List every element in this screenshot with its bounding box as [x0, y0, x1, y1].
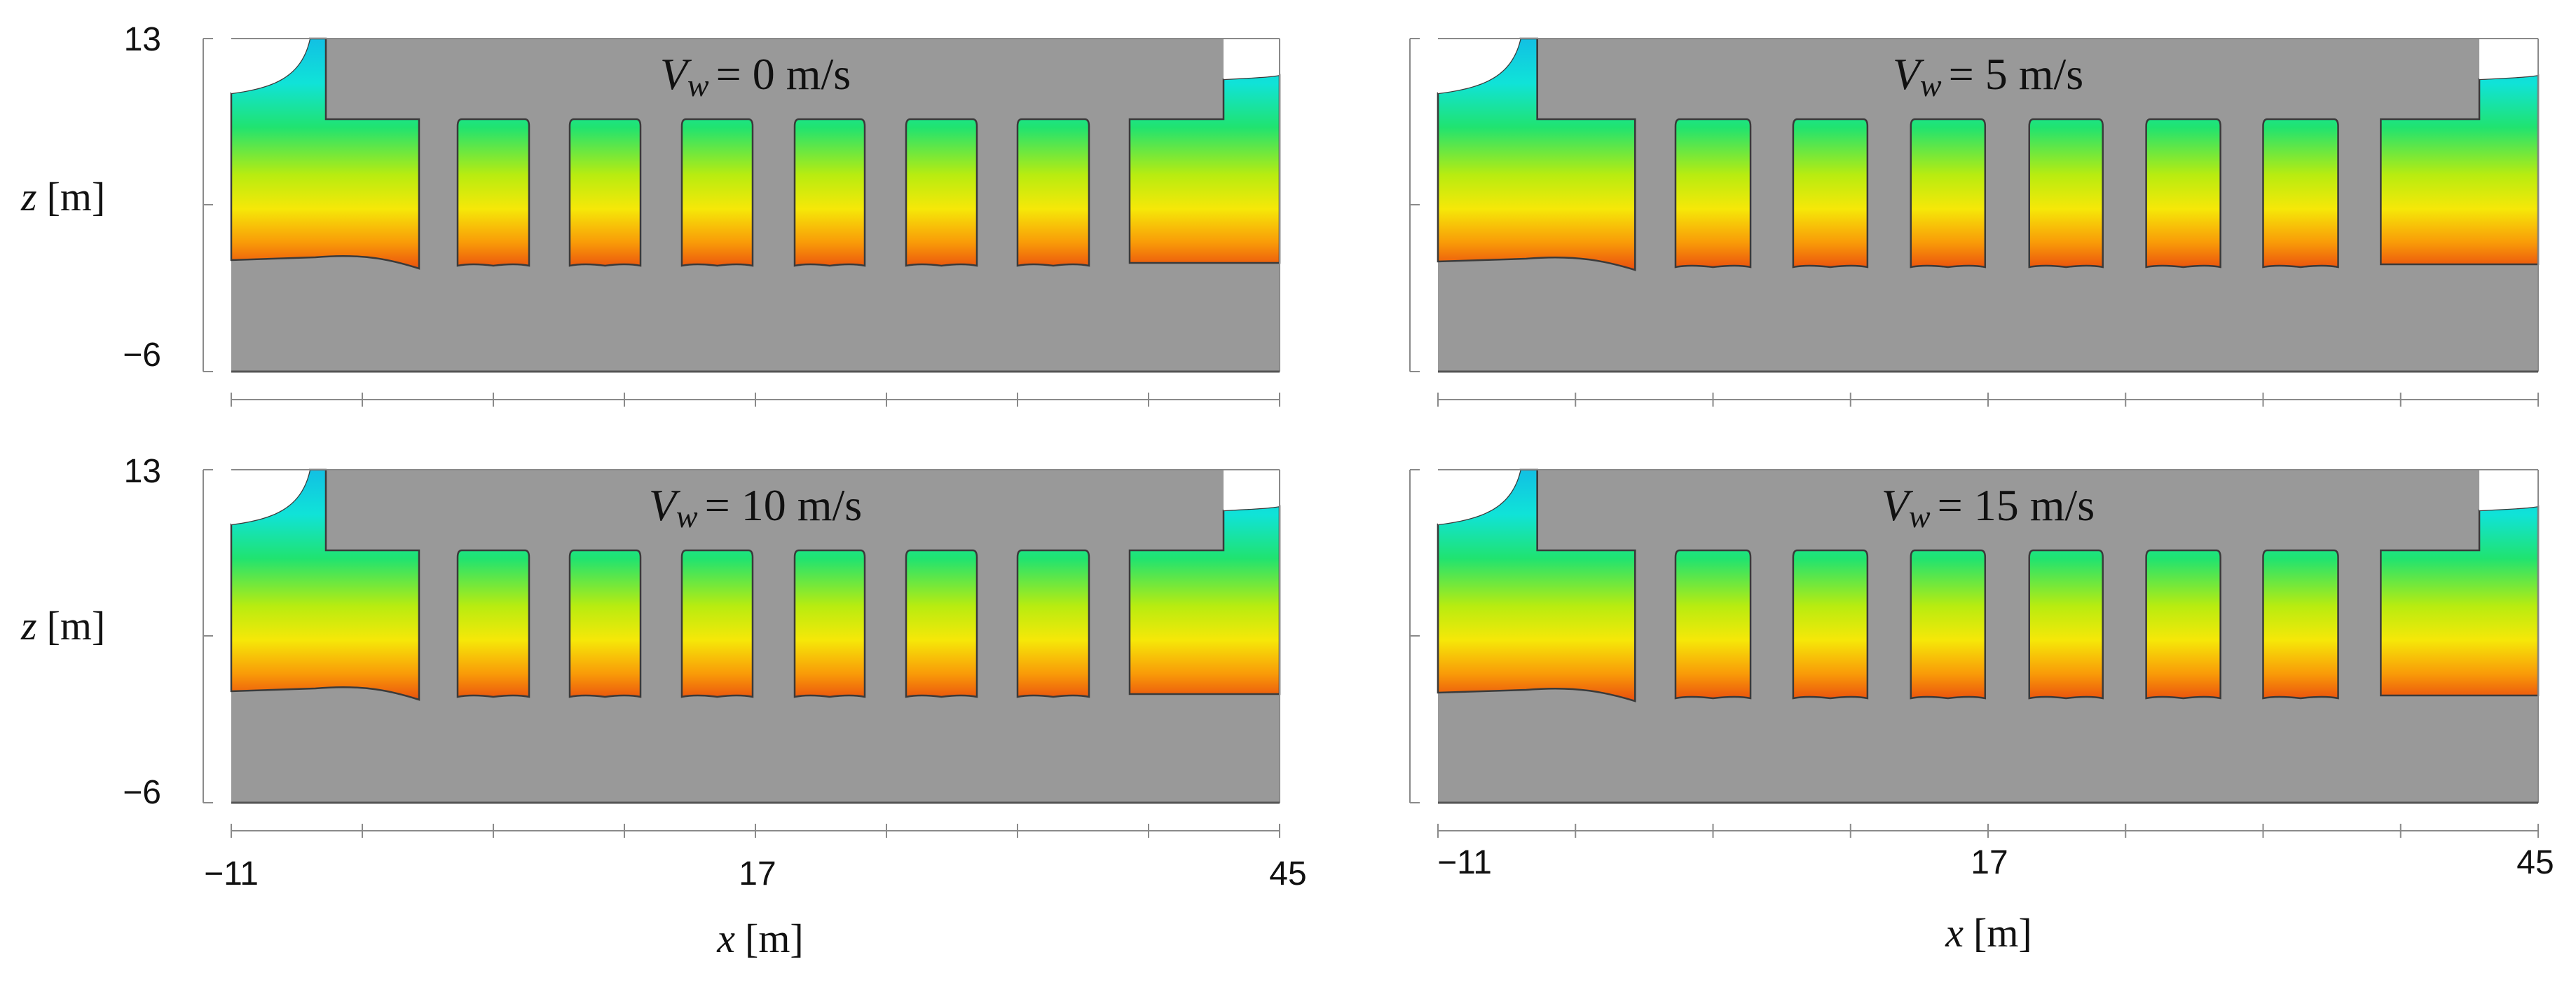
x-axis-var: x — [716, 916, 735, 961]
x-tick-label-mid: 17 — [1971, 844, 2008, 881]
fluid-column-4 — [793, 549, 866, 698]
panel-c: Vw = 10 m/s — [203, 468, 1281, 838]
title-subscript: w — [687, 67, 709, 103]
fluid-column-5 — [905, 549, 978, 698]
panel-title: Vw = 10 m/s — [649, 480, 862, 534]
fluid-column-4 — [793, 118, 866, 267]
fluid-column-3 — [1910, 549, 1987, 700]
x-tick-label-left: −11 — [1437, 844, 1492, 881]
fluid-column-6 — [2262, 549, 2339, 700]
air-left — [1438, 39, 1521, 93]
title-subscript: w — [676, 498, 698, 534]
air-right — [1224, 470, 1280, 510]
x-axis-unit: [m] — [745, 916, 804, 961]
fluid-column-1 — [456, 549, 530, 698]
air-left — [231, 39, 310, 93]
fluid-column-2 — [1792, 118, 1869, 269]
panel-d: Vw = 15 m/s — [1409, 468, 2540, 838]
title-value: = 10 m/s — [705, 480, 863, 530]
panel-a: Vw = 0 m/s — [203, 37, 1281, 407]
x-axis-label: x [m] — [1945, 910, 2032, 956]
title-subscript: w — [1920, 67, 1942, 103]
x-axis-label: x [m] — [716, 916, 804, 961]
z-axis-label: z [m] — [20, 603, 105, 648]
z-axis-label: z [m] — [20, 174, 105, 219]
fluid-column-1 — [1674, 549, 1752, 700]
x-axis-var: x — [1945, 910, 1964, 956]
fluid-column-2 — [568, 118, 642, 267]
title-symbol: V — [649, 480, 681, 530]
z-tick-label-bottom: −6 — [123, 337, 161, 374]
x-axis-unit: [m] — [1973, 910, 2032, 956]
panel-title: Vw = 0 m/s — [660, 49, 851, 103]
title-value: = 5 m/s — [1949, 49, 2084, 99]
title-value: = 15 m/s — [1938, 480, 2095, 530]
z-axis-var: z — [20, 603, 37, 648]
fluid-column-5 — [2145, 549, 2221, 700]
fluid-column-5 — [905, 118, 978, 267]
fluid-column-6 — [1016, 118, 1090, 267]
air-right — [1224, 39, 1280, 79]
x-tick-label-right: 45 — [1269, 855, 1306, 892]
x-tick-label-mid: 17 — [739, 855, 776, 892]
title-symbol: V — [660, 49, 692, 99]
fluid-column-3 — [1910, 118, 1987, 269]
z-axis-var: z — [20, 174, 37, 219]
title-symbol: V — [1893, 49, 1925, 99]
fluid-column-4 — [2028, 549, 2104, 700]
z-tick-label-top: 13 — [124, 21, 161, 58]
fluid-column-2 — [1792, 549, 1869, 700]
air-left — [1438, 470, 1521, 524]
title-subscript: w — [1909, 498, 1931, 534]
fluid-column-3 — [680, 118, 754, 267]
air-left — [231, 470, 310, 524]
z-tick-label-top: 13 — [124, 453, 161, 490]
z-axis-unit: [m] — [47, 174, 106, 219]
z-axis-unit: [m] — [47, 603, 106, 648]
fluid-column-3 — [680, 549, 754, 698]
panel-title: Vw = 5 m/s — [1893, 49, 2083, 103]
title-symbol: V — [1882, 480, 1914, 530]
z-tick-label-bottom: −6 — [123, 774, 161, 811]
fluid-column-6 — [2262, 118, 2339, 269]
fluid-column-5 — [2145, 118, 2221, 269]
fluid-column-4 — [2028, 118, 2104, 269]
fluid-column-2 — [568, 549, 642, 698]
panel-b: Vw = 5 m/s — [1409, 37, 2540, 407]
fluid-column-6 — [1016, 549, 1090, 698]
fluid-column-1 — [1674, 118, 1752, 269]
air-right — [2479, 39, 2538, 79]
x-tick-label-left: −11 — [204, 855, 259, 892]
panel-title: Vw = 15 m/s — [1882, 480, 2095, 534]
x-tick-label-right: 45 — [2516, 844, 2554, 881]
air-right — [2479, 470, 2538, 510]
fluid-column-1 — [456, 118, 530, 267]
title-value: = 0 m/s — [716, 49, 851, 99]
